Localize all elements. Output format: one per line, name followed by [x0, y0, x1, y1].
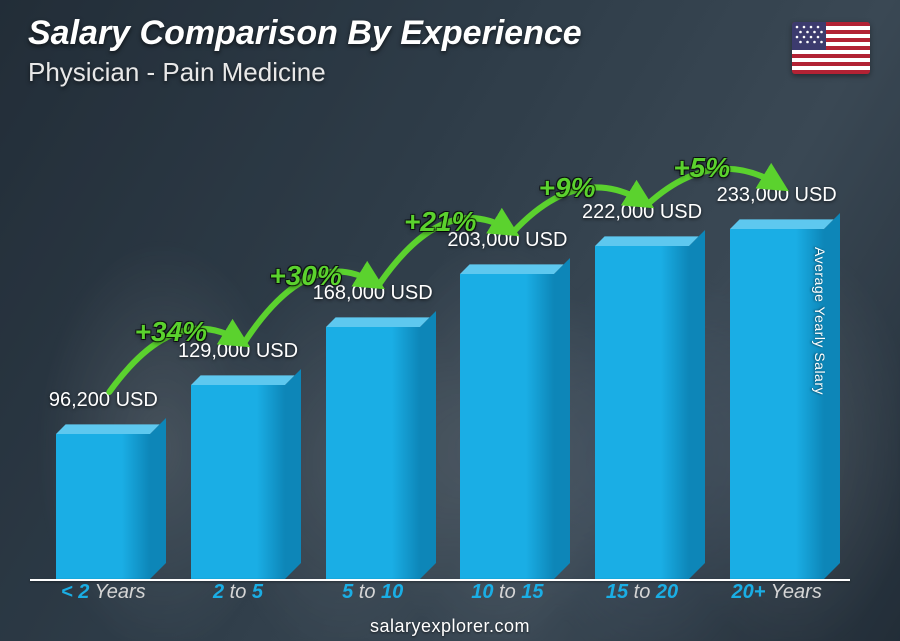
growth-percent-label: +5%	[673, 152, 730, 184]
bar	[460, 274, 554, 579]
bar	[191, 385, 285, 579]
growth-percent-label: +34%	[135, 316, 207, 348]
growth-percent-label: +21%	[404, 206, 476, 238]
bar	[595, 246, 689, 579]
salary-bar-chart: 96,200 USD129,000 USD168,000 USD203,000 …	[36, 130, 844, 579]
growth-percent-label: +30%	[269, 260, 341, 292]
y-axis-label: Average Yearly Salary	[812, 247, 828, 395]
header: Salary Comparison By Experience Physicia…	[28, 14, 582, 88]
infographic-stage: Salary Comparison By Experience Physicia…	[0, 0, 900, 641]
bar	[326, 327, 420, 579]
x-axis-label: < 2 Years	[36, 581, 171, 609]
us-flag-icon	[792, 22, 870, 74]
bar-column: 96,200 USD	[36, 434, 171, 579]
page-title: Salary Comparison By Experience	[28, 14, 582, 53]
x-axis-label: 20+ Years	[709, 581, 844, 609]
bar-column: 129,000 USD	[171, 385, 306, 579]
x-axis-label: 10 to 15	[440, 581, 575, 609]
bar	[56, 434, 150, 579]
x-axis-label: 2 to 5	[171, 581, 306, 609]
x-axis-labels: < 2 Years2 to 55 to 1010 to 1515 to 2020…	[36, 581, 844, 609]
bar-value-label: 233,000 USD	[642, 184, 900, 207]
bar-column: 222,000 USD	[575, 246, 710, 579]
footer-attribution: salaryexplorer.com	[0, 616, 900, 637]
bar	[730, 229, 824, 579]
page-subtitle: Physician - Pain Medicine	[28, 57, 582, 88]
growth-percent-label: +9%	[539, 172, 596, 204]
x-axis-label: 5 to 10	[305, 581, 440, 609]
x-axis-label: 15 to 20	[575, 581, 710, 609]
bar-column: 203,000 USD	[440, 274, 575, 579]
bar-column: 168,000 USD	[305, 327, 440, 579]
